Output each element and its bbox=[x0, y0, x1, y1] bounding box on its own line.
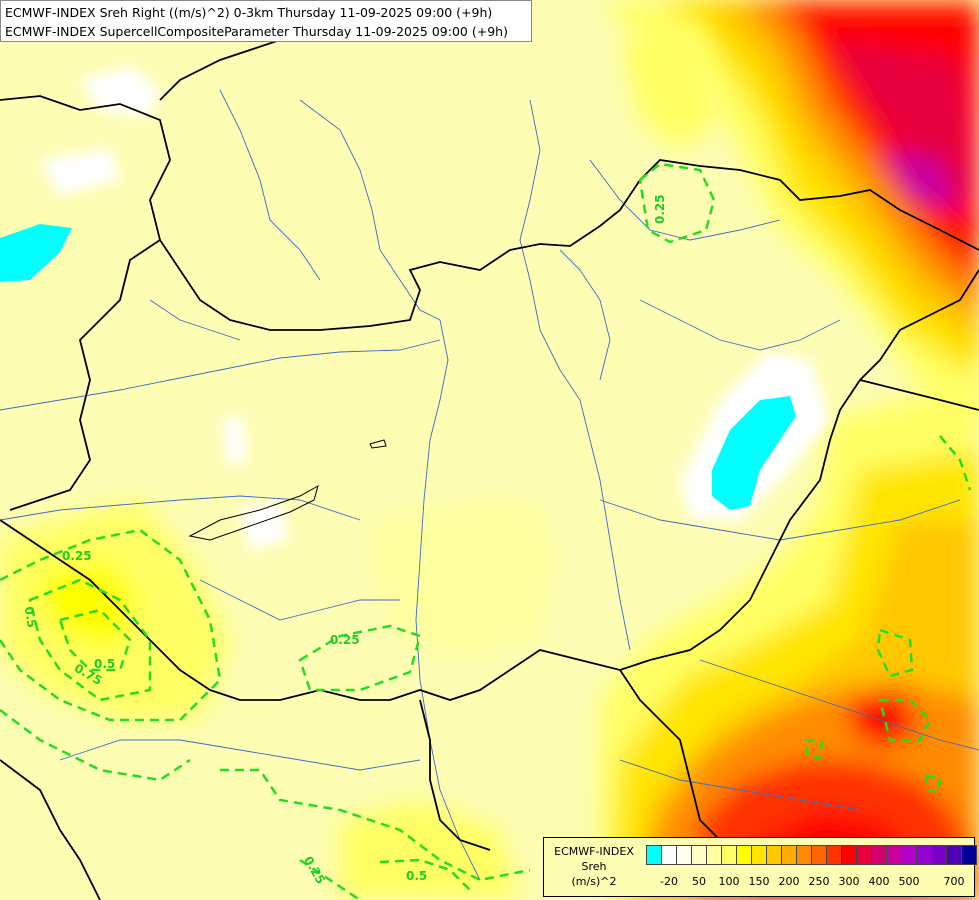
legend-swatch bbox=[736, 845, 752, 865]
legend-tick-label: 100 bbox=[718, 875, 740, 888]
legend-tick-label: 50 bbox=[692, 875, 706, 888]
legend-swatch bbox=[871, 845, 887, 865]
legend-swatch bbox=[811, 845, 827, 865]
lake-small bbox=[369, 439, 387, 449]
legend-tick-label: 150 bbox=[748, 875, 770, 888]
legend-swatch bbox=[946, 845, 962, 865]
legend-swatch bbox=[931, 845, 947, 865]
legend-swatch bbox=[766, 845, 782, 865]
contour-label: 0.25 bbox=[653, 194, 667, 224]
contour-label: 0.25 bbox=[62, 549, 92, 563]
sreh-title: ECMWF-INDEX Sreh Right ((m/s)^2) 0-3km T… bbox=[5, 5, 493, 20]
contour-label: 0.25 bbox=[330, 633, 360, 647]
lake-balaton bbox=[188, 484, 319, 541]
legend-tick-labels: -20 50 100 150 200 250 300 400 500 700 bbox=[646, 875, 976, 891]
legend-swatch bbox=[661, 845, 677, 865]
legend-variable: Sreh bbox=[581, 860, 607, 873]
contour-label: 0.5 bbox=[22, 606, 39, 629]
low-value-patch-west bbox=[0, 224, 72, 282]
legend-swatch bbox=[901, 845, 917, 865]
legend-caption: ECMWF-INDEX Sreh (m/s)^2 bbox=[548, 844, 640, 889]
legend-swatch bbox=[841, 845, 857, 865]
legend-swatch bbox=[691, 845, 707, 865]
legend-swatch bbox=[961, 845, 977, 865]
legend-swatch bbox=[676, 845, 692, 865]
scp-title: ECMWF-INDEX SupercellCompositeParameter … bbox=[5, 24, 508, 39]
legend-tick-label: 200 bbox=[778, 875, 800, 888]
legend-tick-label: -20 bbox=[660, 875, 678, 888]
legend-swatch bbox=[721, 845, 737, 865]
legend-swatch bbox=[826, 845, 842, 865]
legend-swatch bbox=[781, 845, 797, 865]
rivers bbox=[0, 89, 979, 881]
legend-swatch bbox=[646, 845, 662, 865]
legend-swatch bbox=[796, 845, 812, 865]
legend-unit: (m/s)^2 bbox=[571, 875, 617, 888]
legend-name: ECMWF-INDEX bbox=[554, 845, 634, 858]
legend-colorbar bbox=[646, 845, 977, 865]
legend-swatch bbox=[886, 845, 902, 865]
scp-contours bbox=[0, 162, 972, 900]
legend-tick-label: 500 bbox=[898, 875, 920, 888]
legend-tick-label: 250 bbox=[808, 875, 830, 888]
color-legend: ECMWF-INDEX Sreh (m/s)^2 -20 50 100 150 200 2… bbox=[543, 837, 977, 897]
legend-tick-label: 400 bbox=[868, 875, 890, 888]
legend-swatch bbox=[751, 845, 767, 865]
legend-tick-label: 700 bbox=[943, 875, 965, 888]
legend-swatch bbox=[856, 845, 872, 865]
legend-swatch bbox=[706, 845, 722, 865]
contour-label: 0.5 bbox=[406, 869, 427, 883]
legend-tick-label: 300 bbox=[838, 875, 860, 888]
legend-swatch bbox=[916, 845, 932, 865]
low-value-patch-east bbox=[712, 396, 796, 510]
map-title-box: ECMWF-INDEX Sreh Right ((m/s)^2) 0-3km T… bbox=[0, 0, 532, 42]
contour-label: 0.5 bbox=[94, 657, 115, 671]
